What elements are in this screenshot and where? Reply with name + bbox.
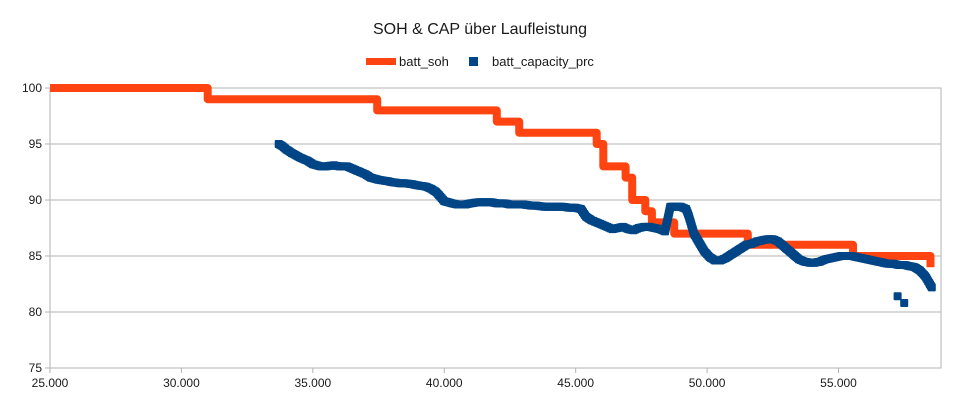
x-tick-label: 30.000 <box>163 376 200 390</box>
legend-label-batt-capacity-prc: batt_capacity_prc <box>492 54 594 69</box>
y-tick-label: 80 <box>29 305 43 319</box>
data-point-outlier <box>893 292 902 301</box>
data-point <box>927 283 936 292</box>
x-tick-label: 45.000 <box>557 376 594 390</box>
y-tick-label: 85 <box>29 249 43 263</box>
gridlines <box>50 87 941 369</box>
y-tick-label: 90 <box>29 193 43 207</box>
series-batt-soh <box>50 84 935 268</box>
series-batt-capacity-prc <box>274 140 936 307</box>
y-tick-label: 100 <box>22 81 42 95</box>
plot-area <box>49 87 942 369</box>
legend-label-batt-soh: batt_soh <box>399 54 449 69</box>
y-tick-label: 95 <box>29 137 43 151</box>
y-tick-label: 75 <box>29 361 43 375</box>
x-tick-label: 55.000 <box>820 376 857 390</box>
legend-swatch-batt-soh <box>366 58 396 65</box>
legend-swatch-batt-capacity-prc <box>469 57 478 66</box>
data-point-outlier <box>900 299 909 307</box>
series-line-batt-soh <box>50 84 935 268</box>
x-tick-label: 35.000 <box>294 376 331 390</box>
legend: batt_soh batt_capacity_prc <box>366 54 594 69</box>
x-tick-label: 25.000 <box>32 376 69 390</box>
legend-item-batt-capacity-prc[interactable]: batt_capacity_prc <box>469 54 594 69</box>
x-tick-label: 40.000 <box>426 376 463 390</box>
legend-item-batt-soh[interactable]: batt_soh <box>366 54 449 69</box>
y-axis: 75 80 85 90 95 100 <box>22 81 50 375</box>
chart-title: SOH & CAP über Laufleistung <box>373 21 587 38</box>
x-tick-label: 50.000 <box>689 376 726 390</box>
x-axis: 25.000 30.000 35.000 40.000 45.000 50.000 55.0… <box>32 368 857 390</box>
